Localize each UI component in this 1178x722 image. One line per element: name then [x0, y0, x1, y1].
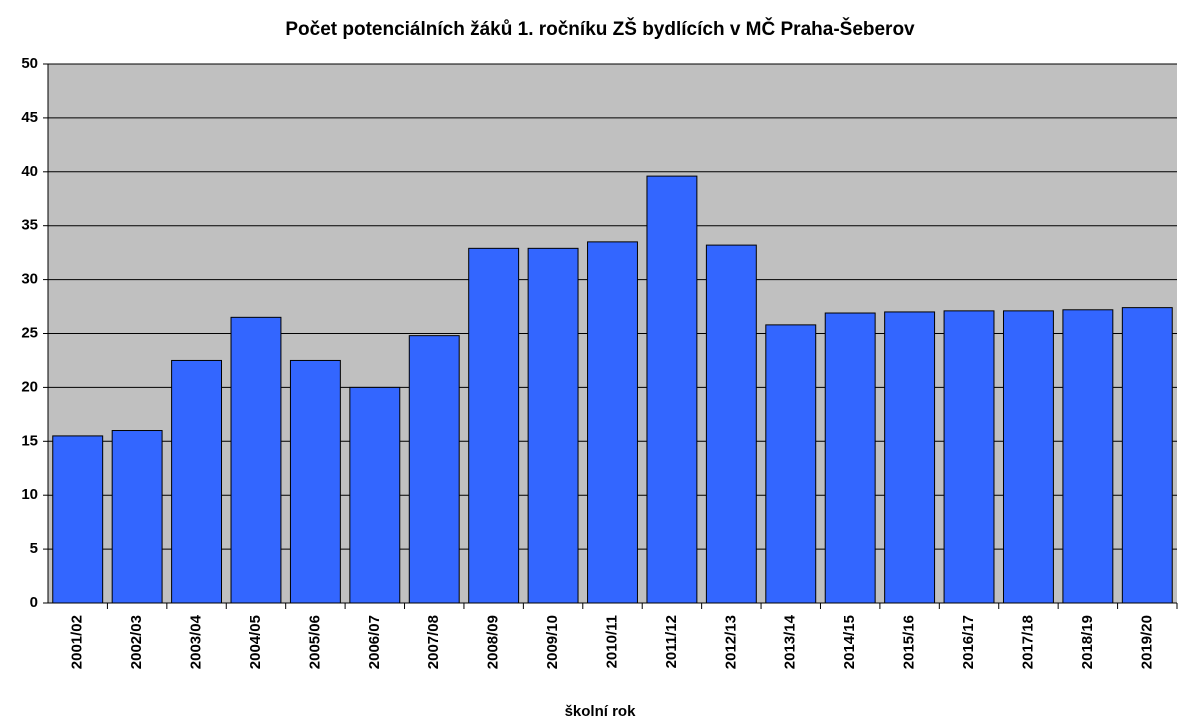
y-tick-label: 15: [21, 432, 38, 449]
bar: [527, 247, 579, 604]
bar: [171, 359, 223, 604]
y-tick-label: 30: [21, 271, 38, 288]
bar: [289, 359, 341, 604]
x-tick-label: 2007/08: [425, 615, 442, 669]
y-tick-label: 10: [21, 486, 38, 503]
bar: [824, 312, 876, 604]
x-tick-label: 2001/02: [69, 615, 86, 669]
bar: [1062, 309, 1114, 604]
bar: [230, 316, 282, 604]
y-tick-label: 35: [21, 217, 38, 234]
x-tick-label: 2016/17: [960, 615, 977, 669]
x-tick-label: 2019/20: [1138, 615, 1155, 669]
x-tick-label: 2017/18: [1019, 615, 1036, 669]
y-tick-label: 5: [30, 540, 38, 557]
bar: [468, 247, 520, 604]
bar: [884, 311, 936, 604]
x-tick-label: 2005/06: [306, 615, 323, 669]
bar: [349, 386, 401, 604]
x-tick-label: 2012/13: [722, 615, 739, 669]
x-tick-label: 2010/11: [603, 615, 620, 668]
y-tick-label: 0: [30, 594, 38, 611]
y-tick-label: 40: [21, 163, 38, 180]
x-tick-label: 2013/14: [782, 614, 799, 669]
bar: [587, 241, 638, 604]
bar: [646, 175, 698, 604]
y-tick-label: 20: [21, 378, 38, 395]
x-tick-label: 2002/03: [128, 615, 145, 669]
x-tick-label: 2015/16: [901, 615, 918, 669]
x-tick-label: 2011/12: [663, 615, 680, 668]
bar: [765, 324, 817, 604]
x-tick-label: 2008/09: [485, 615, 502, 669]
x-tick-label: 2009/10: [544, 615, 561, 669]
bar: [943, 310, 995, 604]
y-tick-label: 25: [21, 324, 38, 341]
x-tick-label: 2004/05: [247, 615, 264, 669]
bar: [1121, 307, 1173, 604]
bar: [1002, 310, 1054, 604]
bar: [111, 430, 163, 604]
x-axis-label: školní rok: [565, 703, 637, 720]
bar: [52, 435, 104, 604]
x-tick-label: 2014/15: [841, 615, 858, 669]
bar: [705, 244, 757, 604]
y-tick-label: 45: [21, 109, 38, 126]
x-tick-label: 2003/04: [188, 614, 205, 669]
x-tick-label: 2018/19: [1079, 615, 1096, 669]
x-tick-label: 2006/07: [366, 615, 383, 669]
y-tick-label: 50: [21, 55, 38, 72]
bar: [408, 335, 460, 604]
chart-title: Počet potenciálních žáků 1. ročníku ZŠ b…: [285, 18, 915, 40]
